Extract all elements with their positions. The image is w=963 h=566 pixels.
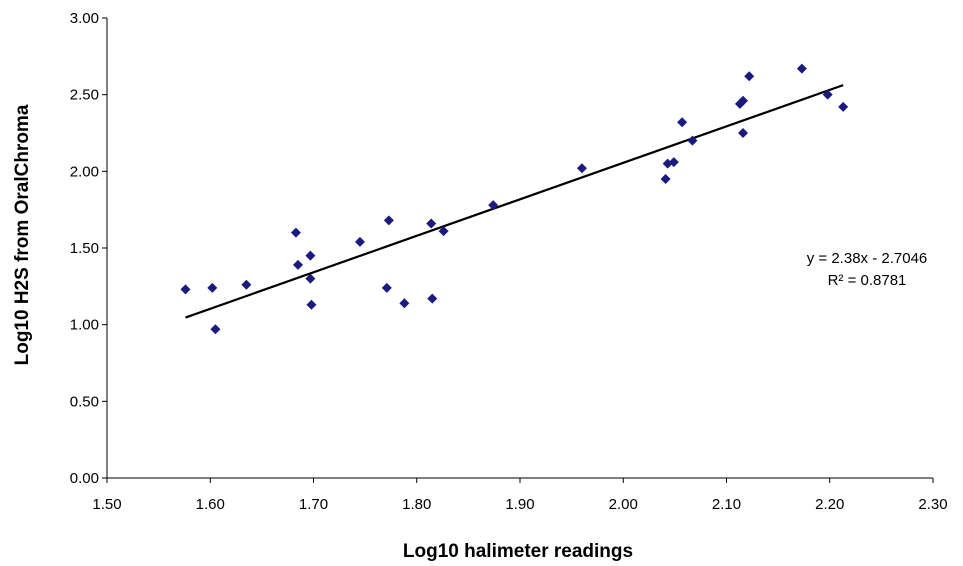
- data-point: [354, 236, 365, 247]
- data-point: [427, 293, 438, 304]
- data-point: [738, 128, 749, 138]
- data-point: [687, 135, 698, 146]
- trendline-equation: y = 2.38x - 2.7046: [807, 250, 928, 267]
- trendline: [185, 84, 844, 319]
- data-point: [290, 227, 301, 238]
- data-point: [438, 226, 449, 237]
- data-point: [210, 324, 221, 335]
- data-point: [738, 95, 749, 106]
- y-axis-title: Log10 H2S from OralChroma: [12, 104, 33, 365]
- data-point: [744, 71, 755, 82]
- data-point: [822, 89, 833, 100]
- x-axis-ticks: 1.50 1.60 1.70 1.80 1.90 2.00 2.10 2.20 2.30: [92, 478, 948, 513]
- x-tick-label: 2.10: [712, 496, 741, 513]
- data-point: [796, 63, 807, 74]
- y-tick-label: 0.50: [70, 393, 99, 410]
- data-point: [241, 279, 252, 290]
- y-tick-label: 2.00: [70, 163, 99, 180]
- data-point: [305, 273, 316, 284]
- data-point: [677, 117, 688, 128]
- y-tick-label: 1.00: [70, 317, 99, 334]
- data-points: [180, 63, 849, 335]
- r-squared-label: R² = 0.8781: [828, 272, 907, 289]
- data-point: [293, 259, 304, 270]
- data-point: [426, 218, 437, 229]
- data-point: [838, 101, 849, 112]
- data-point: [306, 299, 317, 310]
- y-tick-label: 2.50: [70, 87, 99, 104]
- data-point: [576, 163, 587, 174]
- x-tick-label: 1.70: [299, 496, 328, 513]
- data-point: [399, 298, 410, 309]
- data-point: [668, 157, 679, 168]
- x-tick-label: 1.50: [92, 496, 121, 513]
- y-tick-label: 3.00: [70, 10, 99, 27]
- data-point: [660, 174, 671, 184]
- x-tick-label: 1.60: [196, 496, 225, 513]
- x-tick-label: 2.20: [815, 496, 844, 513]
- data-point: [180, 284, 191, 295]
- x-axis-title: Log10 halimeter readings: [403, 541, 633, 562]
- x-tick-label: 1.90: [505, 496, 534, 513]
- data-point: [207, 282, 218, 293]
- y-tick-label: 0.00: [70, 470, 99, 487]
- data-point: [305, 250, 316, 261]
- data-point: [381, 282, 392, 293]
- y-tick-label: 1.50: [70, 240, 99, 257]
- x-tick-label: 2.30: [918, 496, 947, 513]
- data-point: [383, 215, 394, 226]
- x-tick-label: 1.80: [402, 496, 431, 513]
- y-axis-ticks: 0.00 0.50 1.00 1.50 2.00 2.50 3.00: [70, 10, 107, 487]
- data-point: [488, 200, 499, 211]
- x-tick-label: 2.00: [609, 496, 638, 513]
